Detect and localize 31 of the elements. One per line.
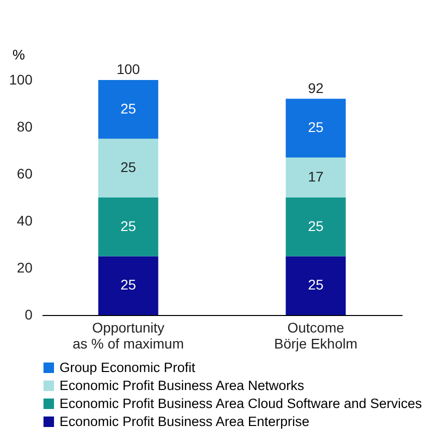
data-label: 25 xyxy=(308,218,324,234)
bar xyxy=(98,80,158,139)
legend-label: Economic Profit Business Area Enterprise xyxy=(60,414,310,429)
data-label: 25 xyxy=(120,159,136,176)
y-tick-label: 100 xyxy=(9,72,33,88)
bar xyxy=(286,198,346,256)
data-label: 25 xyxy=(120,218,136,234)
y-tick-label: 40 xyxy=(16,212,33,228)
bar xyxy=(98,138,158,198)
bar xyxy=(286,158,346,198)
bar xyxy=(98,198,158,256)
x-tick-label: Opportunity as % of maximum xyxy=(72,320,184,352)
y-tick-label: 0 xyxy=(24,306,33,322)
y-axis-title: % xyxy=(12,46,25,62)
y-tick-label: 80 xyxy=(16,118,33,134)
bar xyxy=(286,256,346,315)
total-label: 92 xyxy=(308,80,324,96)
bar xyxy=(286,98,346,158)
data-label: 17 xyxy=(308,168,324,185)
total-label: 100 xyxy=(116,61,140,77)
legend-label: Group Economic Profit xyxy=(60,360,196,375)
x-tick-label: Outcome Börje Ekholm xyxy=(274,320,358,352)
data-label: 25 xyxy=(308,276,324,293)
legend-label: Economic Profit Business Area Networks xyxy=(60,378,304,393)
bar xyxy=(98,256,158,315)
data-label: 25 xyxy=(120,276,136,293)
legend-label: Economic Profit Business Area Cloud Software and Services xyxy=(60,396,422,411)
data-label: 25 xyxy=(120,100,136,116)
y-tick-label: 60 xyxy=(16,166,33,182)
y-tick-label: 20 xyxy=(16,260,33,276)
data-label: 25 xyxy=(308,119,324,136)
